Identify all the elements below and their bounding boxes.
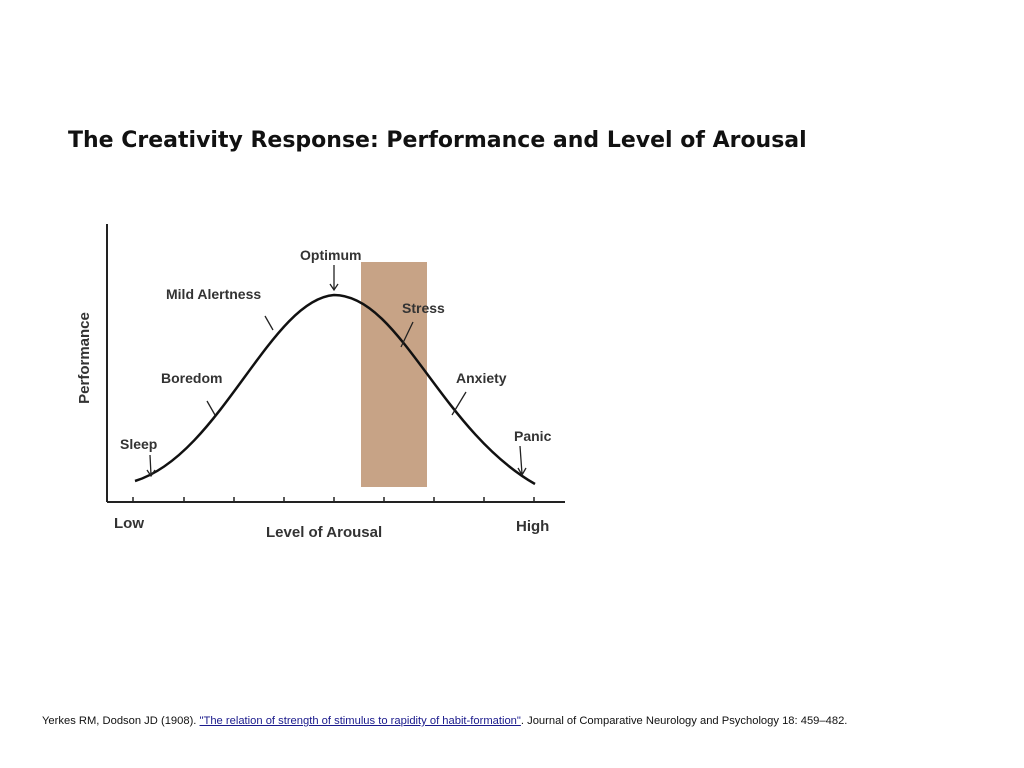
anxiety-label: Anxiety	[456, 370, 507, 386]
performance-curve	[134, 293, 536, 486]
x-axis-ticks	[132, 497, 535, 502]
citation: Yerkes RM, Dodson JD (1908). "The relati…	[42, 715, 847, 727]
sleep-label: Sleep	[120, 436, 157, 452]
stress-band	[361, 262, 427, 487]
slide-title: The Creativity Response: Performance and…	[68, 128, 807, 153]
panic-label: Panic	[514, 428, 552, 444]
citation-suffix: . Journal of Comparative Neurology and P…	[520, 715, 848, 727]
x-axis-label: Level of Arousal	[266, 524, 382, 541]
optimum-label: Optimum	[300, 247, 361, 263]
mild-alertness-arrow	[264, 315, 274, 331]
stress-label: Stress	[402, 300, 445, 316]
boredom-label: Boredom	[161, 370, 222, 386]
x-axis-high-label: High	[516, 518, 549, 535]
optimum-arrow	[329, 265, 339, 292]
panic-arrow	[517, 445, 527, 477]
y-axis-label: Performance	[76, 312, 93, 404]
label-pointers	[146, 265, 527, 478]
mild-alertness-label: Mild Alertness	[166, 286, 261, 302]
sleep-arrow	[146, 454, 156, 478]
citation-prefix: Yerkes RM, Dodson JD (1908).	[42, 715, 200, 727]
stress-arrow	[400, 321, 414, 348]
citation-link[interactable]: "The relation of strength of stimulus to…	[199, 715, 521, 727]
boredom-arrow	[206, 400, 216, 416]
anxiety-arrow	[451, 391, 467, 416]
x-axis-low-label: Low	[114, 515, 144, 532]
